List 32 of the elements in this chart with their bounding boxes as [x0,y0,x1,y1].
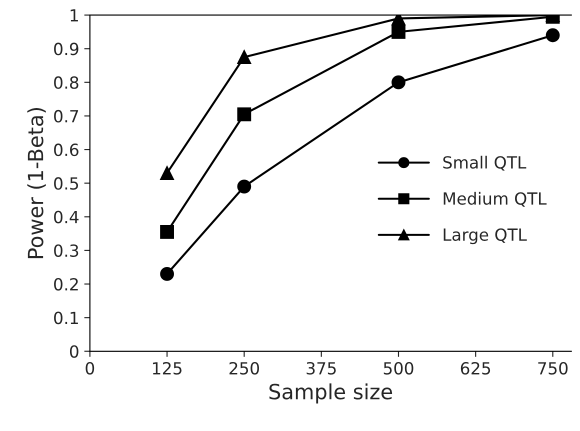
point [160,166,174,180]
y-tick-label: 0.1 [54,312,78,324]
x-tick-label: 625 [460,362,490,375]
x-tick-label: 500 [384,362,414,375]
x-axis-title: Sample size [269,383,392,404]
y-tick-label: 0.5 [54,177,78,190]
point [237,107,252,122]
point [392,24,406,39]
y-tick-label: 0.6 [54,144,78,156]
y-tick-label: 0.4 [54,210,79,224]
point [237,50,252,64]
y-tick-label: 0 [70,345,78,358]
x-tick-label: 250 [230,362,259,375]
y-tick-label: 0.3 [54,244,78,257]
point [160,224,174,239]
x-tick-label: 375 [306,362,336,375]
y-tick-label: 1 [70,9,78,22]
legend-label: Medium QTL [444,192,547,207]
point [160,267,174,281]
y-tick-label: 0.8 [54,76,78,89]
y-axis-title: Power (1-Beta) [27,108,46,258]
legend-label: Small QTL [443,156,526,171]
y-tick-label: 0.2 [54,278,78,291]
point [546,28,560,42]
y-tick-label: 0.9 [54,42,78,56]
x-tick-label: 125 [152,362,182,375]
legend-label: Large QTL [444,228,527,244]
point [237,180,252,194]
point [392,75,406,90]
y-tick-label: 0.7 [54,110,78,123]
x-tick-label: 750 [538,362,568,375]
x-tick-label: 0 [86,362,94,375]
